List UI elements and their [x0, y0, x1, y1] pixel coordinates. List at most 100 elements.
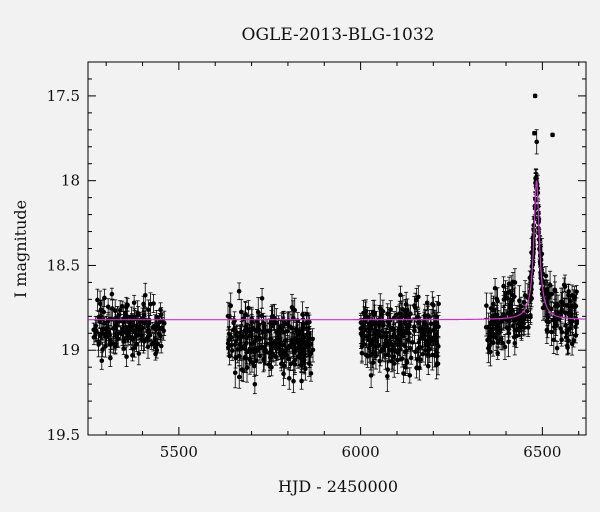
data-point: [398, 285, 403, 305]
data-point: [301, 346, 307, 373]
data-point: [121, 342, 126, 355]
data-point: [307, 331, 312, 346]
data-point: [141, 295, 146, 313]
data-point: [124, 346, 129, 367]
data-point: [574, 285, 579, 299]
outlier-point: [532, 93, 538, 99]
data-point: [505, 303, 511, 324]
data-point: [436, 336, 441, 357]
data-point: [489, 316, 495, 344]
data-point: [295, 338, 301, 358]
data-point: [119, 300, 125, 312]
data-point: [105, 298, 111, 316]
data-point: [243, 302, 248, 327]
data-point: [247, 343, 253, 375]
x-axis-label: HJD - 2450000: [278, 477, 398, 496]
x-tick-label: 6000: [342, 443, 380, 461]
data-point: [502, 334, 508, 360]
data-point: [373, 324, 379, 342]
data-point: [525, 317, 531, 337]
data-point: [130, 323, 135, 338]
data-point: [235, 335, 241, 364]
data-point: [97, 290, 103, 317]
data-point: [504, 321, 510, 335]
y-tick-label: 19.5: [47, 426, 80, 444]
data-point: [405, 313, 411, 344]
data-point: [385, 303, 390, 325]
data-point: [270, 336, 276, 350]
data-point: [391, 311, 397, 325]
model-layer: [88, 180, 586, 321]
data-point: [91, 322, 97, 337]
data-point: [100, 341, 105, 358]
data-point: [383, 340, 388, 370]
data-point: [509, 281, 515, 309]
data-point: [246, 323, 252, 338]
data-point: [407, 367, 413, 384]
data-point: [273, 348, 279, 366]
data-point: [493, 324, 499, 352]
data-point: [414, 287, 419, 313]
data-point: [410, 333, 415, 352]
data-point: [99, 351, 105, 370]
data-point: [436, 294, 441, 313]
data-point: [501, 276, 506, 296]
data-point: [498, 328, 504, 351]
data-point: [494, 313, 500, 333]
data-point: [257, 333, 263, 363]
data-point: [572, 294, 577, 318]
data-point: [232, 357, 238, 389]
data-point: [495, 328, 501, 356]
data-point: [299, 356, 304, 370]
data-point: [249, 308, 255, 337]
data-point: [225, 336, 231, 351]
data-point: [125, 331, 131, 346]
data-point: [102, 322, 108, 346]
data-point: [561, 297, 567, 313]
data-point: [291, 353, 297, 371]
data-point: [308, 365, 314, 382]
model-curve: [88, 180, 586, 321]
data-point: [373, 341, 379, 370]
data-point: [391, 349, 397, 378]
data-point: [404, 351, 410, 374]
data-point: [123, 304, 128, 328]
plot-frame: [87, 61, 587, 436]
data-point: [232, 331, 238, 358]
data-point: [240, 359, 246, 383]
data-point: [418, 349, 423, 370]
data-point: [149, 338, 154, 350]
data-point: [561, 277, 567, 293]
data-point: [385, 360, 390, 392]
data-point: [366, 326, 372, 345]
data-point: [286, 366, 292, 390]
data-point: [415, 348, 420, 371]
data-point: [256, 311, 262, 338]
data-point: [251, 355, 257, 377]
data-point: [102, 288, 107, 308]
data-point: [109, 287, 115, 301]
data-point: [501, 305, 506, 324]
data-point: [571, 333, 576, 348]
data-point: [107, 332, 113, 357]
data-point: [144, 328, 150, 348]
ticks-layer: 5500 6000 6500 17.5 18 18.5 19 19.5: [47, 62, 586, 461]
data-point: [378, 336, 383, 367]
y-tick-label: 17.5: [47, 87, 80, 105]
data-point: [277, 327, 283, 351]
data-point: [432, 309, 438, 340]
x-tick-label: 6500: [523, 443, 561, 461]
chart-title: OGLE-2013-BLG-1032: [242, 25, 435, 45]
data-point: [236, 282, 242, 301]
data-point: [407, 337, 413, 360]
data-point: [285, 337, 290, 359]
data-point: [246, 300, 251, 317]
data-point: [413, 343, 418, 361]
data-point: [565, 336, 570, 356]
data-point: [418, 329, 423, 348]
data-point: [127, 314, 133, 332]
data-point: [549, 285, 555, 303]
data-point: [291, 369, 296, 393]
